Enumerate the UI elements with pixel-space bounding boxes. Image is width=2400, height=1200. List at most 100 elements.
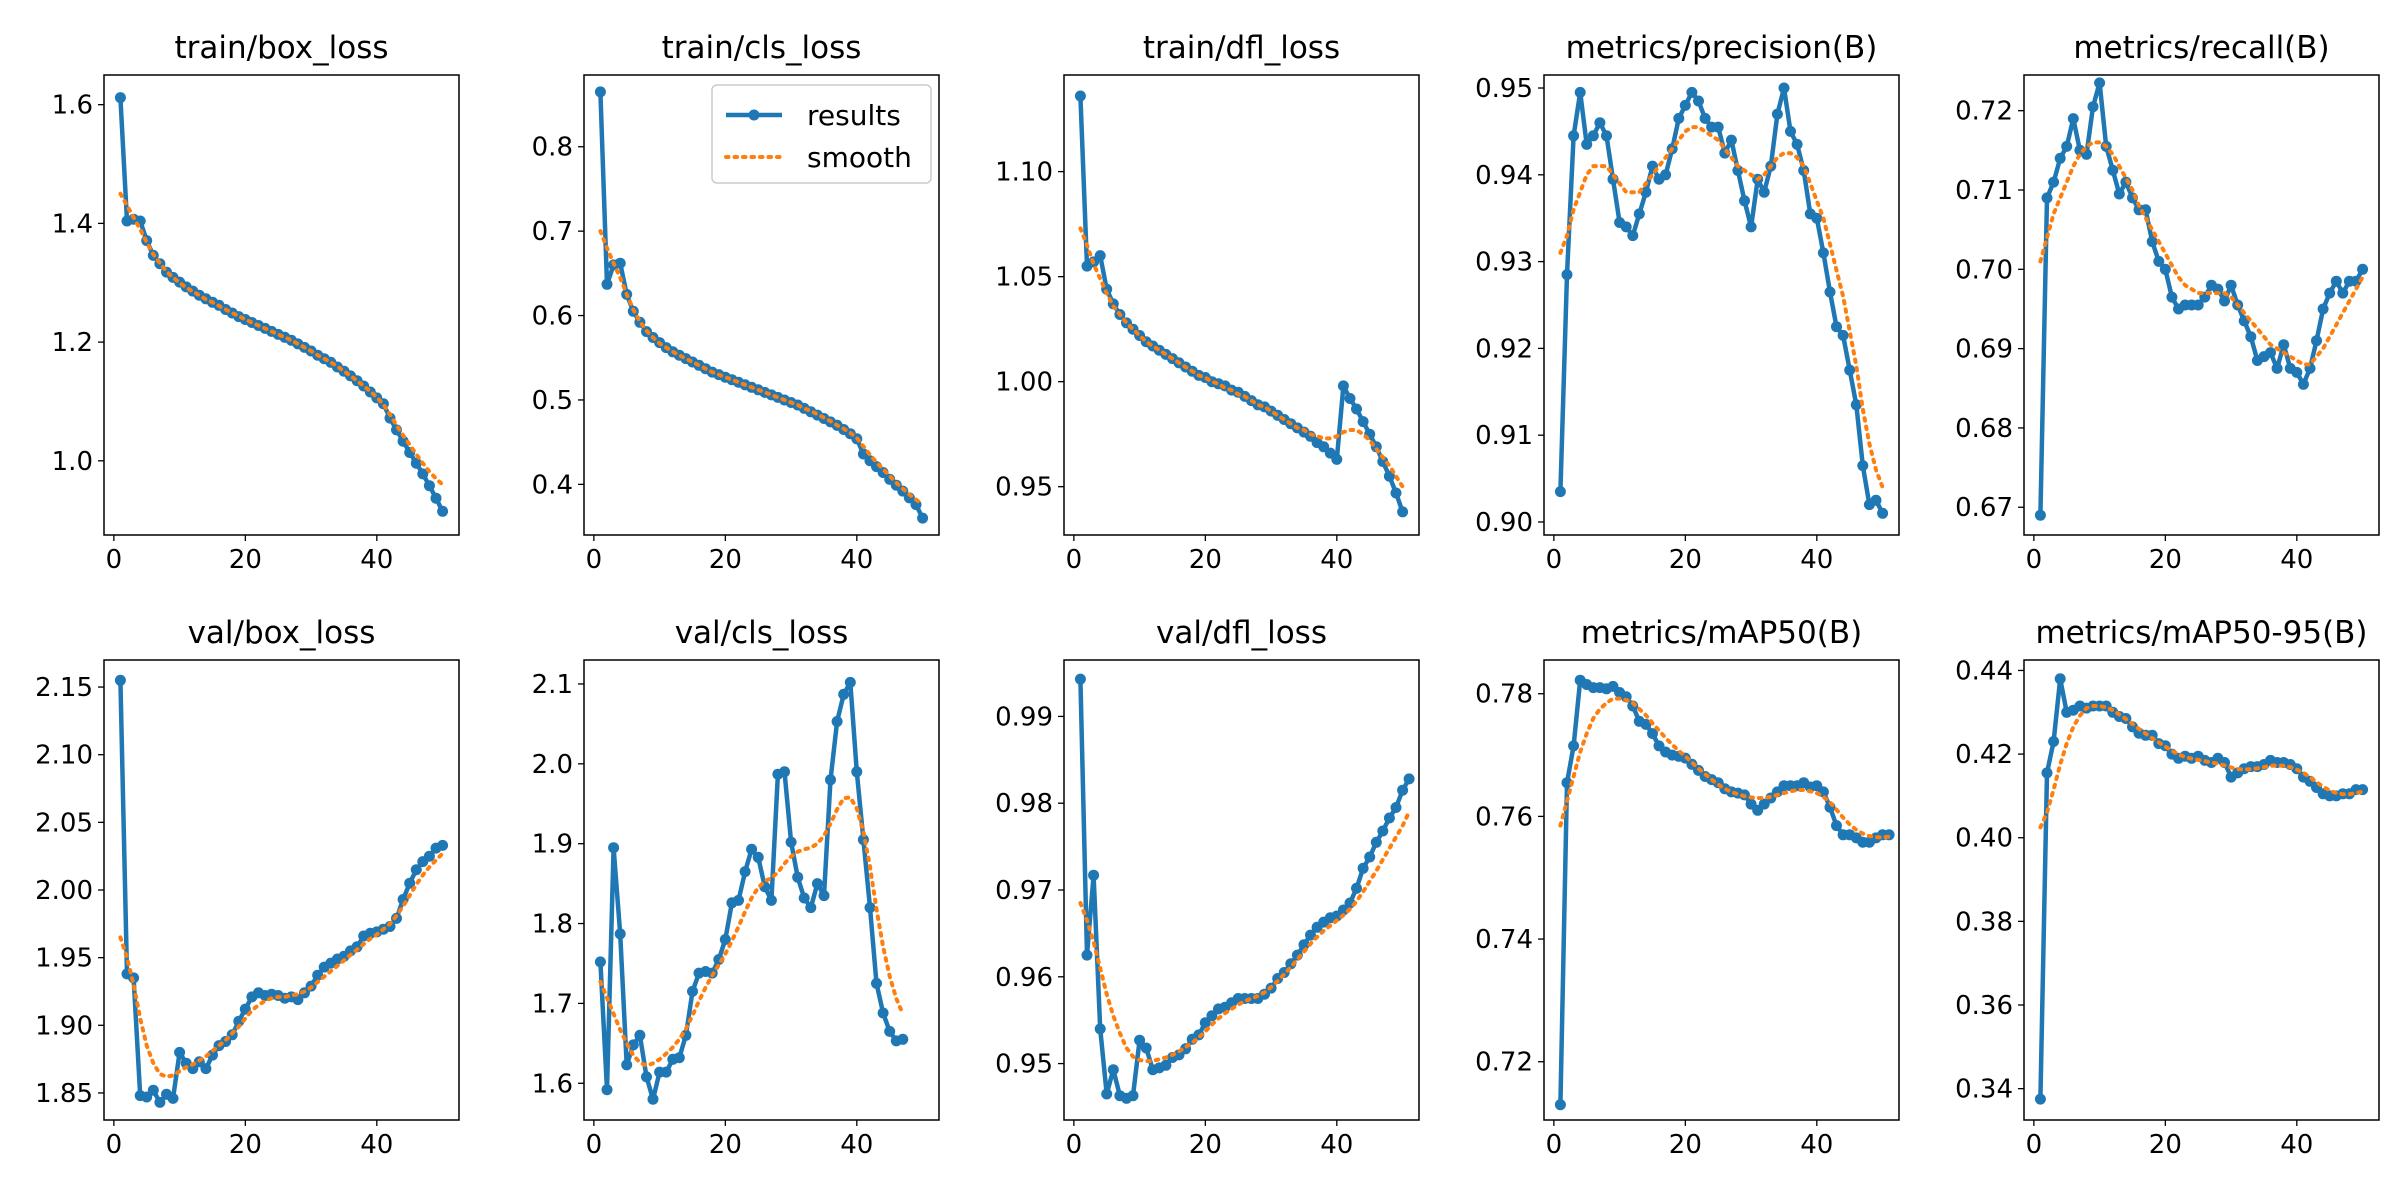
results-point xyxy=(1094,1023,1106,1035)
y-tick-label: 0.95 xyxy=(995,1050,1053,1080)
y-tick-label: 0.6 xyxy=(532,302,573,332)
results-point xyxy=(798,892,810,904)
results-point xyxy=(2061,140,2073,152)
results-point xyxy=(660,1066,672,1078)
subplot: metrics/recall(B) 0 20 40 0.67 0.68 0.69 0.70 0.… xyxy=(1955,30,2380,575)
results-point xyxy=(1331,453,1343,465)
subplot: train/cls_loss 0 20 40 0.4 0.5 0.6 0.7 0.8 result… xyxy=(532,30,940,575)
results-point xyxy=(1587,130,1599,142)
results-point xyxy=(2219,295,2230,307)
results-point xyxy=(200,1063,212,1075)
subplot: metrics/mAP50-95(B) 0 20 40 0.34 0.36 0.38 0.40… xyxy=(1955,615,2380,1160)
x-tick-label: 0 xyxy=(586,545,603,575)
subplot: val/cls_loss 0 20 40 1.6 1.7 1.8 1.9 2.0 2.1 xyxy=(532,615,940,1160)
results-point xyxy=(1811,212,1823,224)
x-tick-label: 0 xyxy=(2026,545,2043,575)
subplot: val/dfl_loss 0 20 40 0.95 0.96 0.97 0.98 0.99 xyxy=(995,615,1420,1160)
results-point xyxy=(2087,101,2099,113)
y-tick-label: 0.36 xyxy=(1955,991,2013,1021)
results-point xyxy=(805,902,817,914)
results-point xyxy=(2054,152,2066,164)
results-point xyxy=(114,92,126,104)
results-point xyxy=(2041,767,2053,779)
y-tick-label: 0.70 xyxy=(1955,255,2013,285)
results-point xyxy=(1074,90,1086,102)
results-point xyxy=(1107,1064,1119,1076)
results-point xyxy=(614,257,626,269)
smooth-line xyxy=(1078,809,1412,1063)
axes-frame xyxy=(103,659,460,1121)
y-tick-label: 1.6 xyxy=(52,91,93,121)
axes-frame xyxy=(1543,659,1900,1121)
y-tick-label: 1.2 xyxy=(52,328,93,358)
results-point xyxy=(1771,108,1783,120)
results-point xyxy=(2034,1093,2046,1105)
x-tick-label: 20 xyxy=(229,1130,262,1160)
y-tick-label: 0.4 xyxy=(532,470,573,500)
results-point xyxy=(2317,303,2329,315)
results-point xyxy=(1679,99,1691,111)
x-tick-label: 20 xyxy=(1669,545,1702,575)
results-point xyxy=(1739,195,1750,207)
x-tick-label: 40 xyxy=(1320,545,1353,575)
subplot-title: train/box_loss xyxy=(174,30,388,66)
axes-frame xyxy=(1063,74,1420,536)
results-line xyxy=(1558,677,1890,1105)
results-point xyxy=(917,512,929,524)
smooth-line xyxy=(1558,696,1892,840)
results-point xyxy=(1725,134,1737,146)
smooth-line xyxy=(2038,704,2365,830)
y-tick-label: 0.44 xyxy=(1955,656,2013,686)
results-point xyxy=(410,457,422,469)
smooth-line xyxy=(598,795,905,1068)
results-point xyxy=(2166,291,2178,303)
results-point xyxy=(1633,208,1645,220)
x-tick-label: 20 xyxy=(709,545,742,575)
results-point xyxy=(1140,1042,1152,1054)
subplot-title: metrics/recall(B) xyxy=(2073,30,2329,66)
results-point xyxy=(864,902,876,914)
results-point xyxy=(779,766,790,778)
y-tick-label: 0.94 xyxy=(1475,161,1533,191)
results-point xyxy=(2225,279,2237,291)
results-point xyxy=(1712,121,1724,133)
x-tick-label: 20 xyxy=(1189,545,1222,575)
x-tick-label: 0 xyxy=(1546,1130,1563,1160)
x-tick-label: 40 xyxy=(1800,545,1833,575)
results-point xyxy=(739,866,751,878)
y-tick-label: 0.34 xyxy=(1955,1075,2013,1105)
results-point xyxy=(792,871,804,883)
results-point xyxy=(233,1015,245,1027)
y-tick-label: 0.91 xyxy=(1475,421,1533,451)
results-point xyxy=(1877,507,1889,519)
y-tick-label: 0.98 xyxy=(995,789,1053,819)
y-tick-label: 0.40 xyxy=(1955,824,2013,854)
results-point xyxy=(114,674,126,686)
smooth-line xyxy=(1078,226,1405,489)
results-point xyxy=(2048,176,2060,188)
results-point xyxy=(1831,820,1842,832)
subplot-title: metrics/mAP50(B) xyxy=(1581,615,1862,651)
y-tick-label: 1.4 xyxy=(52,209,93,239)
x-tick-label: 20 xyxy=(709,1130,742,1160)
results-point xyxy=(1357,862,1369,874)
results-point xyxy=(621,1059,633,1071)
results-point xyxy=(417,468,429,480)
results-point xyxy=(1647,728,1658,740)
results-point xyxy=(1199,1017,1211,1029)
x-tick-label: 0 xyxy=(2026,1130,2043,1160)
subplot-title: metrics/precision(B) xyxy=(1566,30,1878,66)
subplot: train/box_loss 0 20 40 1.0 1.2 1.4 1.6 xyxy=(52,30,460,575)
results-point xyxy=(1377,825,1389,837)
y-tick-label: 0.42 xyxy=(1955,740,2013,770)
results-point xyxy=(2113,188,2125,200)
y-tick-label: 1.8 xyxy=(532,910,573,940)
results-point xyxy=(141,1091,153,1103)
results-point xyxy=(239,1003,251,1015)
results-point xyxy=(1817,247,1829,259)
results-point xyxy=(1785,125,1796,137)
subplot: metrics/precision(B) 0 20 40 0.90 0.91 0.92 0.9… xyxy=(1475,30,1900,575)
results-point xyxy=(1857,460,1869,472)
x-tick-label: 20 xyxy=(229,545,262,575)
axes-frame xyxy=(103,74,460,536)
